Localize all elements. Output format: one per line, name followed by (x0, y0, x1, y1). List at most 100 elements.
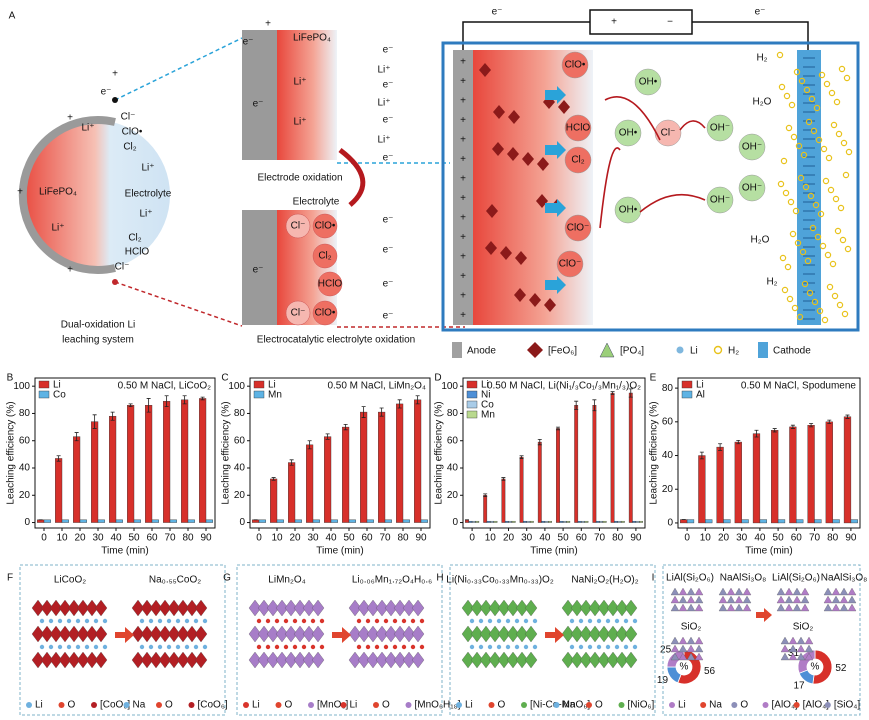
polyhedron (58, 625, 72, 643)
h2-bubble (783, 92, 791, 100)
legend-label: [AlO₄] (803, 700, 830, 711)
species (285, 300, 311, 326)
label: Cl₂ (571, 155, 584, 166)
h2-bubble (845, 148, 853, 156)
label: H₂ (766, 277, 777, 288)
label: Cl⁻ (291, 308, 306, 319)
bar (133, 519, 141, 523)
polyhedron (588, 625, 602, 643)
ion (102, 644, 108, 650)
tetrahedron (678, 587, 688, 596)
label: H₂ (756, 53, 767, 64)
label: Li⁺ (377, 98, 390, 109)
ion (514, 618, 520, 624)
polyhedron (85, 599, 99, 617)
bar (680, 519, 688, 524)
donut-label: 31 (788, 648, 800, 659)
polyhedron (579, 651, 593, 669)
y-tick-label: 80 (19, 408, 31, 419)
label: NaAlSi₃O₈ (821, 573, 868, 584)
y-tick-label: 100 (441, 381, 458, 392)
legend-glyph (58, 702, 65, 708)
polyhedron (357, 625, 371, 643)
x-axis-label: Time (min) (101, 546, 148, 557)
bar (396, 403, 404, 523)
plot-frame (462, 377, 646, 529)
polyhedron (461, 651, 475, 669)
ion (356, 644, 362, 650)
x-tick-label: 80 (827, 533, 839, 544)
y-tick-label: 20 (447, 490, 459, 501)
error-bar (56, 455, 61, 462)
polyhedron (488, 599, 502, 617)
legend-swatch (466, 410, 478, 419)
y-axis-label: Leaching efficiency (%) (649, 401, 660, 504)
bar (814, 519, 822, 524)
y-tick-label: 60 (19, 435, 31, 446)
label: Electrolyte (125, 189, 172, 200)
ion (401, 644, 407, 650)
x-tick-label: 70 (594, 533, 606, 544)
bar (199, 398, 207, 523)
x-tick-label: 40 (754, 533, 766, 544)
h2-bubble (808, 95, 816, 103)
label: NaNi₂O₂(H₂O)₂ (571, 575, 638, 586)
h2-bubble (794, 239, 802, 247)
polyhedron (506, 599, 520, 617)
species (312, 213, 338, 239)
polyhedron (624, 599, 638, 617)
h2-bubble (806, 289, 814, 297)
polyhedron (348, 625, 362, 643)
ion (505, 618, 511, 624)
label: Cl⁻ (115, 262, 130, 273)
panel-label: B (7, 373, 14, 384)
transform-arrow (545, 627, 564, 643)
ion (48, 618, 54, 624)
feo6 (485, 241, 497, 255)
tetrahedron (784, 595, 794, 604)
ion (605, 618, 611, 624)
bar (61, 519, 69, 523)
bar (270, 478, 278, 523)
tetrahedron (734, 587, 744, 596)
polyhedron (579, 599, 593, 617)
bar (529, 520, 534, 523)
bar (294, 519, 302, 523)
legend-swatch (38, 390, 50, 399)
tetrahedron (792, 595, 802, 604)
legend-glyph (26, 702, 32, 708)
feo6 (514, 288, 526, 302)
ion (532, 618, 538, 624)
label: Electrolyte (293, 197, 340, 208)
polyhedron (167, 625, 181, 643)
tetrahedron (788, 652, 798, 661)
label: e⁻ (383, 245, 394, 256)
error-bar (483, 493, 488, 498)
legend-label: O (740, 700, 748, 711)
feo6 (544, 298, 556, 312)
ion (587, 644, 593, 650)
error-bar (790, 424, 795, 429)
x-tick-label: 10 (56, 533, 68, 544)
tetrahedron (742, 587, 752, 596)
bar (526, 520, 531, 523)
label: + (460, 174, 466, 185)
error-bar (519, 455, 524, 459)
error-bar (74, 432, 79, 442)
label: + (460, 213, 466, 224)
label: Li (690, 346, 698, 357)
polyhedron (479, 651, 493, 669)
bar (602, 520, 607, 523)
x-axis-label: Time (min) (530, 546, 577, 557)
ion (356, 618, 362, 624)
tetrahedron (734, 595, 744, 604)
label: e⁻ (492, 7, 503, 18)
ion (514, 644, 520, 650)
polyhedron (194, 651, 208, 669)
x-tick-label: 60 (361, 533, 373, 544)
polyhedron (275, 599, 289, 617)
donut-label: 17 (794, 681, 806, 692)
bar (581, 520, 585, 523)
polyhedron (248, 651, 262, 669)
ion (184, 618, 190, 624)
